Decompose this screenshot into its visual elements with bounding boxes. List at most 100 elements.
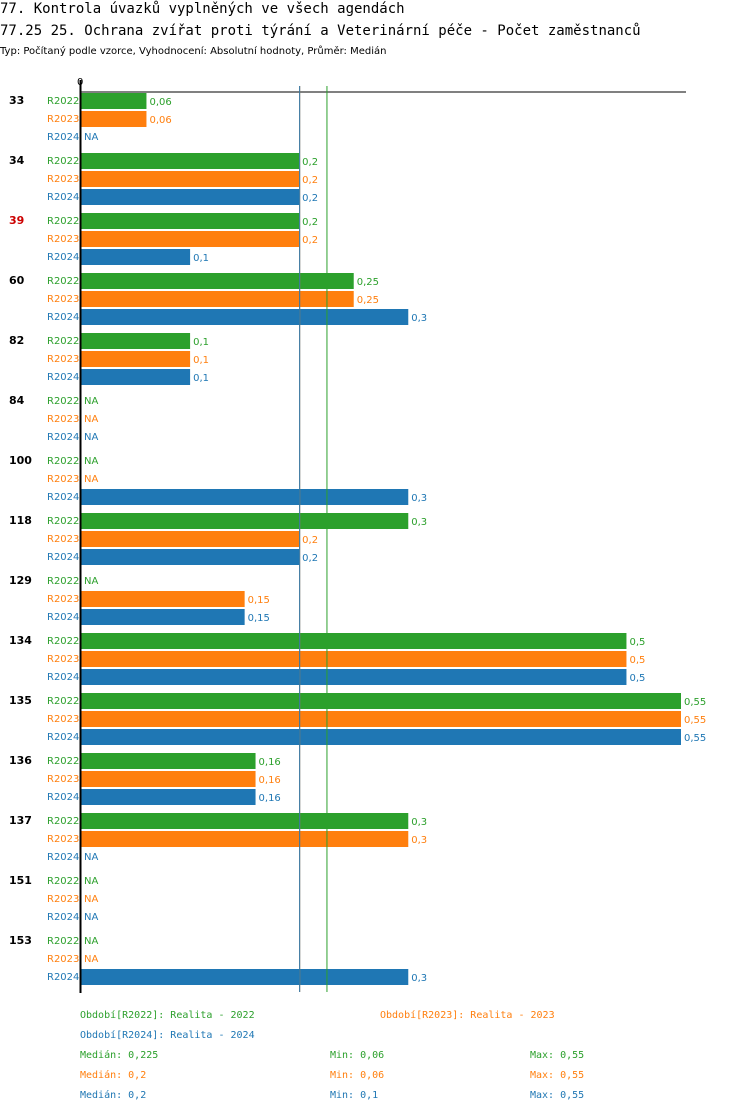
series-label-100-R2022: R2022 — [47, 456, 79, 467]
value-label-39-R2024: 0,1 — [193, 253, 209, 264]
value-label-60-R2022: 0,25 — [357, 277, 379, 288]
value-label-137-R2022: 0,3 — [411, 817, 427, 828]
series-label-60-R2024: R2024 — [47, 312, 79, 323]
chart-caption: Typ: Počítaný podle vzorce, Vyhodnocení:… — [0, 45, 386, 57]
series-label-100-R2023: R2023 — [47, 474, 79, 485]
value-label-135-R2023: 0,55 — [684, 715, 706, 726]
series-label-135-R2024: R2024 — [47, 732, 79, 743]
bar-137-R2022 — [81, 813, 409, 829]
category-label-151: 151 — [9, 874, 32, 887]
bar-135-R2023 — [81, 711, 681, 727]
bar-33-R2022 — [81, 93, 147, 109]
series-label-34-R2022: R2022 — [47, 156, 79, 167]
bar-137-R2023 — [81, 831, 409, 847]
bar-136-R2023 — [81, 771, 256, 787]
na-label-153-R2022: NA — [84, 936, 98, 947]
series-label-129-R2023: R2023 — [47, 594, 79, 605]
category-label-34: 34 — [9, 154, 25, 167]
bar-82-R2024 — [81, 369, 191, 385]
value-label-39-R2022: 0,2 — [302, 217, 318, 228]
bar-134-R2023 — [81, 651, 627, 667]
bar-34-R2024 — [81, 189, 300, 205]
value-label-39-R2023: 0,2 — [302, 235, 318, 246]
na-label-137-R2024: NA — [84, 852, 98, 863]
value-label-60-R2024: 0,3 — [411, 313, 427, 324]
series-label-118-R2022: R2022 — [47, 516, 79, 527]
na-label-151-R2023: NA — [84, 894, 98, 905]
series-label-136-R2023: R2023 — [47, 774, 79, 785]
series-label-34-R2024: R2024 — [47, 192, 79, 203]
value-label-135-R2024: 0,55 — [684, 733, 706, 744]
value-label-60-R2023: 0,25 — [357, 295, 379, 306]
series-label-84-R2022: R2022 — [47, 396, 79, 407]
series-label-33-R2022: R2022 — [47, 96, 79, 107]
value-label-34-R2023: 0,2 — [302, 175, 318, 186]
na-label-100-R2022: NA — [84, 456, 98, 467]
value-label-134-R2023: 0,5 — [629, 655, 645, 666]
na-label-33-R2024: NA — [84, 132, 98, 143]
series-label-136-R2022: R2022 — [47, 756, 79, 767]
value-label-136-R2022: 0,16 — [259, 757, 281, 768]
category-label-84: 84 — [9, 394, 25, 407]
category-label-39: 39 — [9, 214, 24, 227]
series-label-82-R2024: R2024 — [47, 372, 79, 383]
series-label-153-R2022: R2022 — [47, 936, 79, 947]
na-label-100-R2023: NA — [84, 474, 98, 485]
bar-33-R2023 — [81, 111, 147, 127]
legend: Období[R2022]: Realita - 2022 Období[R202… — [80, 1009, 584, 1101]
bar-118-R2022 — [81, 513, 409, 529]
stat-min-R2024: Min: 0,1 — [330, 1090, 378, 1101]
bar-82-R2023 — [81, 351, 191, 367]
category-label-134: 134 — [9, 634, 32, 647]
category-label-60: 60 — [9, 274, 25, 287]
stat-max-R2023: Max: 0,55 — [530, 1070, 584, 1081]
value-label-137-R2023: 0,3 — [411, 835, 427, 846]
bar-34-R2022 — [81, 153, 300, 169]
series-label-135-R2023: R2023 — [47, 714, 79, 725]
bar-118-R2024 — [81, 549, 300, 565]
bar-136-R2022 — [81, 753, 256, 769]
value-label-118-R2022: 0,3 — [411, 517, 427, 528]
value-label-33-R2022: 0,06 — [149, 97, 171, 108]
legend-entry-R2024: Období[R2024]: Realita - 2024 — [80, 1029, 255, 1041]
series-label-135-R2022: R2022 — [47, 696, 79, 707]
series-label-137-R2022: R2022 — [47, 816, 79, 827]
value-label-118-R2023: 0,2 — [302, 535, 318, 546]
bar-39-R2022 — [81, 213, 300, 229]
category-label-137: 137 — [9, 814, 32, 827]
series-label-118-R2023: R2023 — [47, 534, 79, 545]
series-label-118-R2024: R2024 — [47, 552, 79, 563]
bar-82-R2022 — [81, 333, 191, 349]
value-label-134-R2022: 0,5 — [629, 637, 645, 648]
series-label-137-R2024: R2024 — [47, 852, 79, 863]
series-label-34-R2023: R2023 — [47, 174, 79, 185]
chart-title: 77. Kontrola úvazků vyplněných ve všech … — [0, 1, 405, 17]
stat-max-R2024: Max: 0,55 — [530, 1090, 584, 1101]
bar-60-R2023 — [81, 291, 354, 307]
series-label-129-R2024: R2024 — [47, 612, 79, 623]
bar-60-R2022 — [81, 273, 354, 289]
series-label-100-R2024: R2024 — [47, 492, 79, 503]
series-label-82-R2023: R2023 — [47, 354, 79, 365]
bar-153-R2024 — [81, 969, 409, 985]
value-label-153-R2024: 0,3 — [411, 973, 427, 984]
bar-39-R2024 — [81, 249, 191, 265]
value-label-100-R2024: 0,3 — [411, 493, 427, 504]
bar-135-R2024 — [81, 729, 681, 745]
value-label-134-R2024: 0,5 — [629, 673, 645, 684]
value-label-82-R2024: 0,1 — [193, 373, 209, 384]
series-label-134-R2022: R2022 — [47, 636, 79, 647]
series-label-60-R2022: R2022 — [47, 276, 79, 287]
series-label-82-R2022: R2022 — [47, 336, 79, 347]
series-label-137-R2023: R2023 — [47, 834, 79, 845]
bars-layer: 33 R2022 0,06 R2023 0,06 R2024 NA 34 R2022 0,2 R20… — [9, 93, 706, 985]
na-label-129-R2022: NA — [84, 576, 98, 587]
series-label-129-R2022: R2022 — [47, 576, 79, 587]
value-label-136-R2023: 0,16 — [259, 775, 281, 786]
series-label-153-R2024: R2024 — [47, 972, 79, 983]
category-label-129: 129 — [9, 574, 32, 587]
value-label-129-R2024: 0,15 — [248, 613, 270, 624]
series-label-33-R2024: R2024 — [47, 132, 79, 143]
legend-entry-R2022: Období[R2022]: Realita - 2022 — [80, 1009, 255, 1021]
na-label-153-R2023: NA — [84, 954, 98, 965]
